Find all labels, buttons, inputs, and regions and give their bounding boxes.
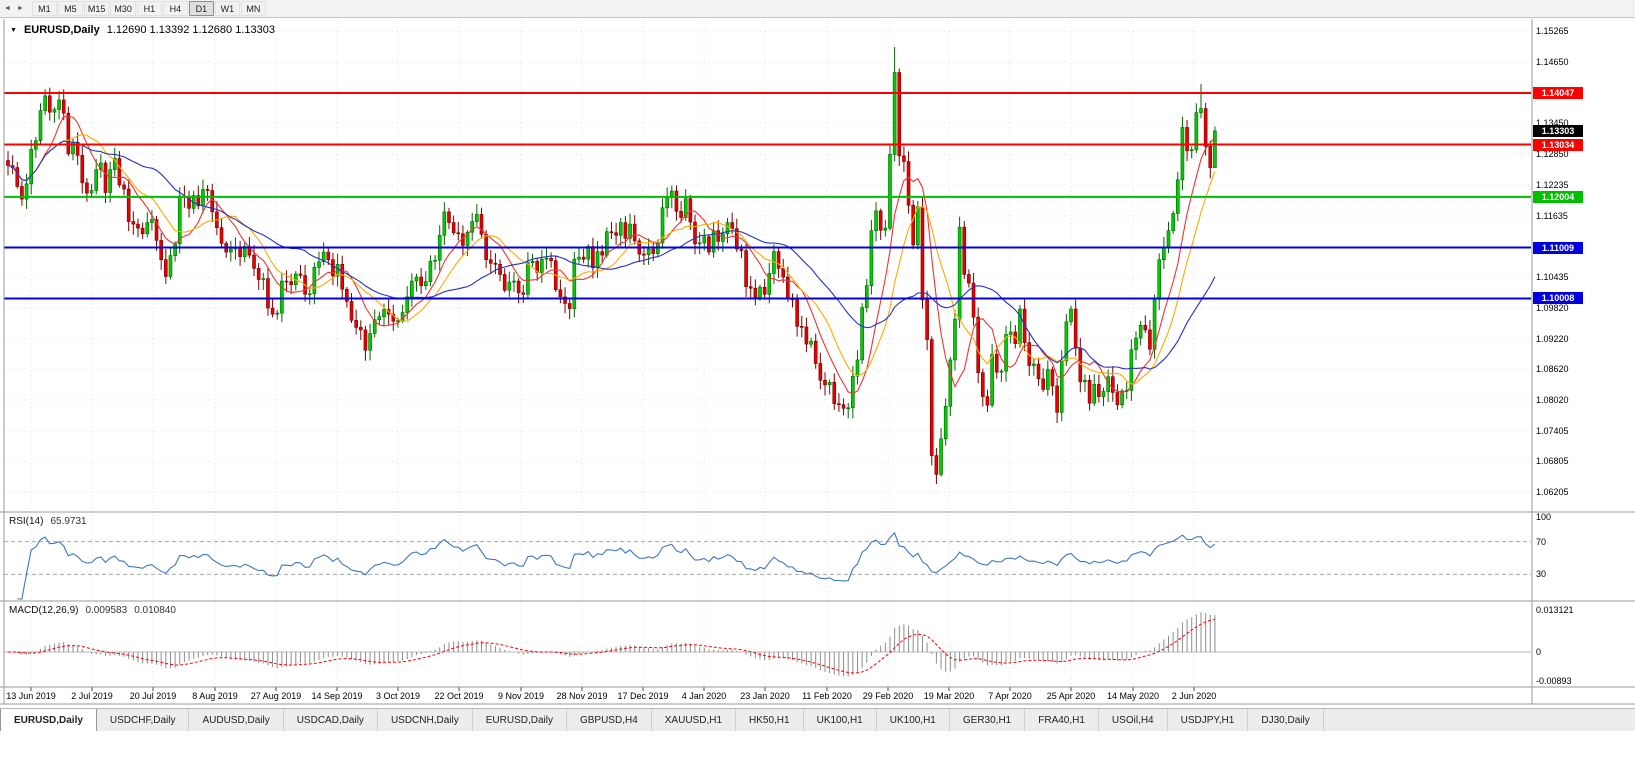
bottom-tab-bar: EURUSD,Daily USDCHF,Daily AUDUSD,Daily USDC… <box>0 708 1635 731</box>
period-toolbar: M1 M5 M15 M30 H1 H4 D1 W1 MN <box>31 1 266 16</box>
chart-tab-ger30-h1[interactable]: GER30,H1 <box>949 709 1026 731</box>
timeframe-button-h1[interactable]: H1 <box>136 1 162 16</box>
rsi-line <box>17 531 1216 600</box>
chart-tab-usdcnh-daily[interactable]: USDCNH,Daily <box>377 709 473 731</box>
chart-tab-dj30-daily[interactable]: DJ30,Daily <box>1248 709 1324 731</box>
timeframe-button-w1[interactable]: W1 <box>214 1 240 16</box>
macd-signal-line <box>8 618 1216 674</box>
chart-tab-gbpusd-h4[interactable]: GBPUSD,H4 <box>566 709 652 731</box>
top-toolbar: ◄ ► M1 M5 M15 M30 H1 H4 D1 W1 MN <box>0 0 1635 18</box>
moving-average-8 <box>7 115 1216 395</box>
timeframe-button-m1[interactable]: M1 <box>31 1 57 16</box>
chart-tab-audusd-daily[interactable]: AUDUSD,Daily <box>189 709 284 731</box>
moving-average-13 <box>7 134 1216 385</box>
timeframe-button-mn[interactable]: MN <box>240 1 266 16</box>
timeframe-button-m30[interactable]: M30 <box>110 1 136 16</box>
chart-tab-usdcad-daily[interactable]: USDCAD,Daily <box>283 709 378 731</box>
moving-average-28 <box>7 140 1216 370</box>
chart-tab-usdchf-daily[interactable]: USDCHF,Daily <box>96 709 190 731</box>
grid <box>4 19 1531 691</box>
chart-tab-xauusd-h1[interactable]: XAUUSD,H1 <box>651 709 737 731</box>
chart-tab-eurusd-daily[interactable]: EURUSD,Daily <box>472 709 567 731</box>
pane-separators <box>0 19 1635 705</box>
chart-tab-hk50-h1[interactable]: HK50,H1 <box>736 709 804 731</box>
timeframe-button-d1[interactable]: D1 <box>188 1 214 16</box>
scroll-left-icon[interactable]: ◄ <box>4 4 11 12</box>
timeframe-button-m15[interactable]: M15 <box>83 1 110 16</box>
chart-tab-eurusd-daily[interactable]: EURUSD,Daily <box>0 709 97 731</box>
chart-tab-uk100-h1[interactable]: UK100,H1 <box>876 709 950 731</box>
macd-histogram <box>12 612 1216 677</box>
chart-tab-fra40-h1[interactable]: FRA40,H1 <box>1025 709 1099 731</box>
timeframe-button-m5[interactable]: M5 <box>57 1 83 16</box>
chart-tab-usoil-h4[interactable]: USOil,H4 <box>1098 709 1168 731</box>
timeframe-button-h4[interactable]: H4 <box>162 1 188 16</box>
scroll-right-icon[interactable]: ► <box>16 4 24 12</box>
chart-tab-uk100-h1[interactable]: UK100,H1 <box>803 709 877 731</box>
chart-tab-usdjpy-h1[interactable]: USDJPY,H1 <box>1167 709 1249 731</box>
